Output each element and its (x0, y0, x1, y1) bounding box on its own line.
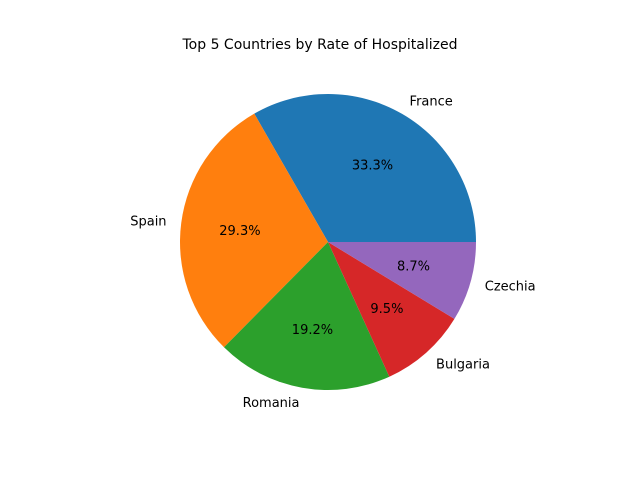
pie-slice-romania (224, 242, 390, 390)
pct-label-france: 33.3% (352, 159, 393, 174)
chart-title: Top 5 Countries by Rate of Hospitalized (182, 37, 458, 53)
pct-label-romania: 19.2% (292, 323, 333, 338)
slice-label-romania: Romania (243, 396, 300, 411)
slice-label-france: France (410, 95, 453, 110)
slice-label-spain: Spain (130, 215, 166, 230)
slice-label-bulgaria: Bulgaria (436, 357, 490, 372)
pie-slice-czechia (328, 242, 476, 319)
slice-label-czechia: Czechia (485, 279, 536, 294)
pie-slices (179, 93, 476, 390)
pct-label-czechia: 8.7% (397, 259, 430, 274)
pie-slice-bulgaria (328, 242, 455, 377)
pie-slice-france (254, 93, 476, 242)
pie-labels: France 33.3% Spain 29.3% Romania 19.2% Bulgari… (130, 95, 535, 411)
pie-slice-spain (179, 113, 328, 348)
pct-label-spain: 29.3% (219, 224, 260, 239)
pct-label-bulgaria: 9.5% (370, 302, 403, 317)
